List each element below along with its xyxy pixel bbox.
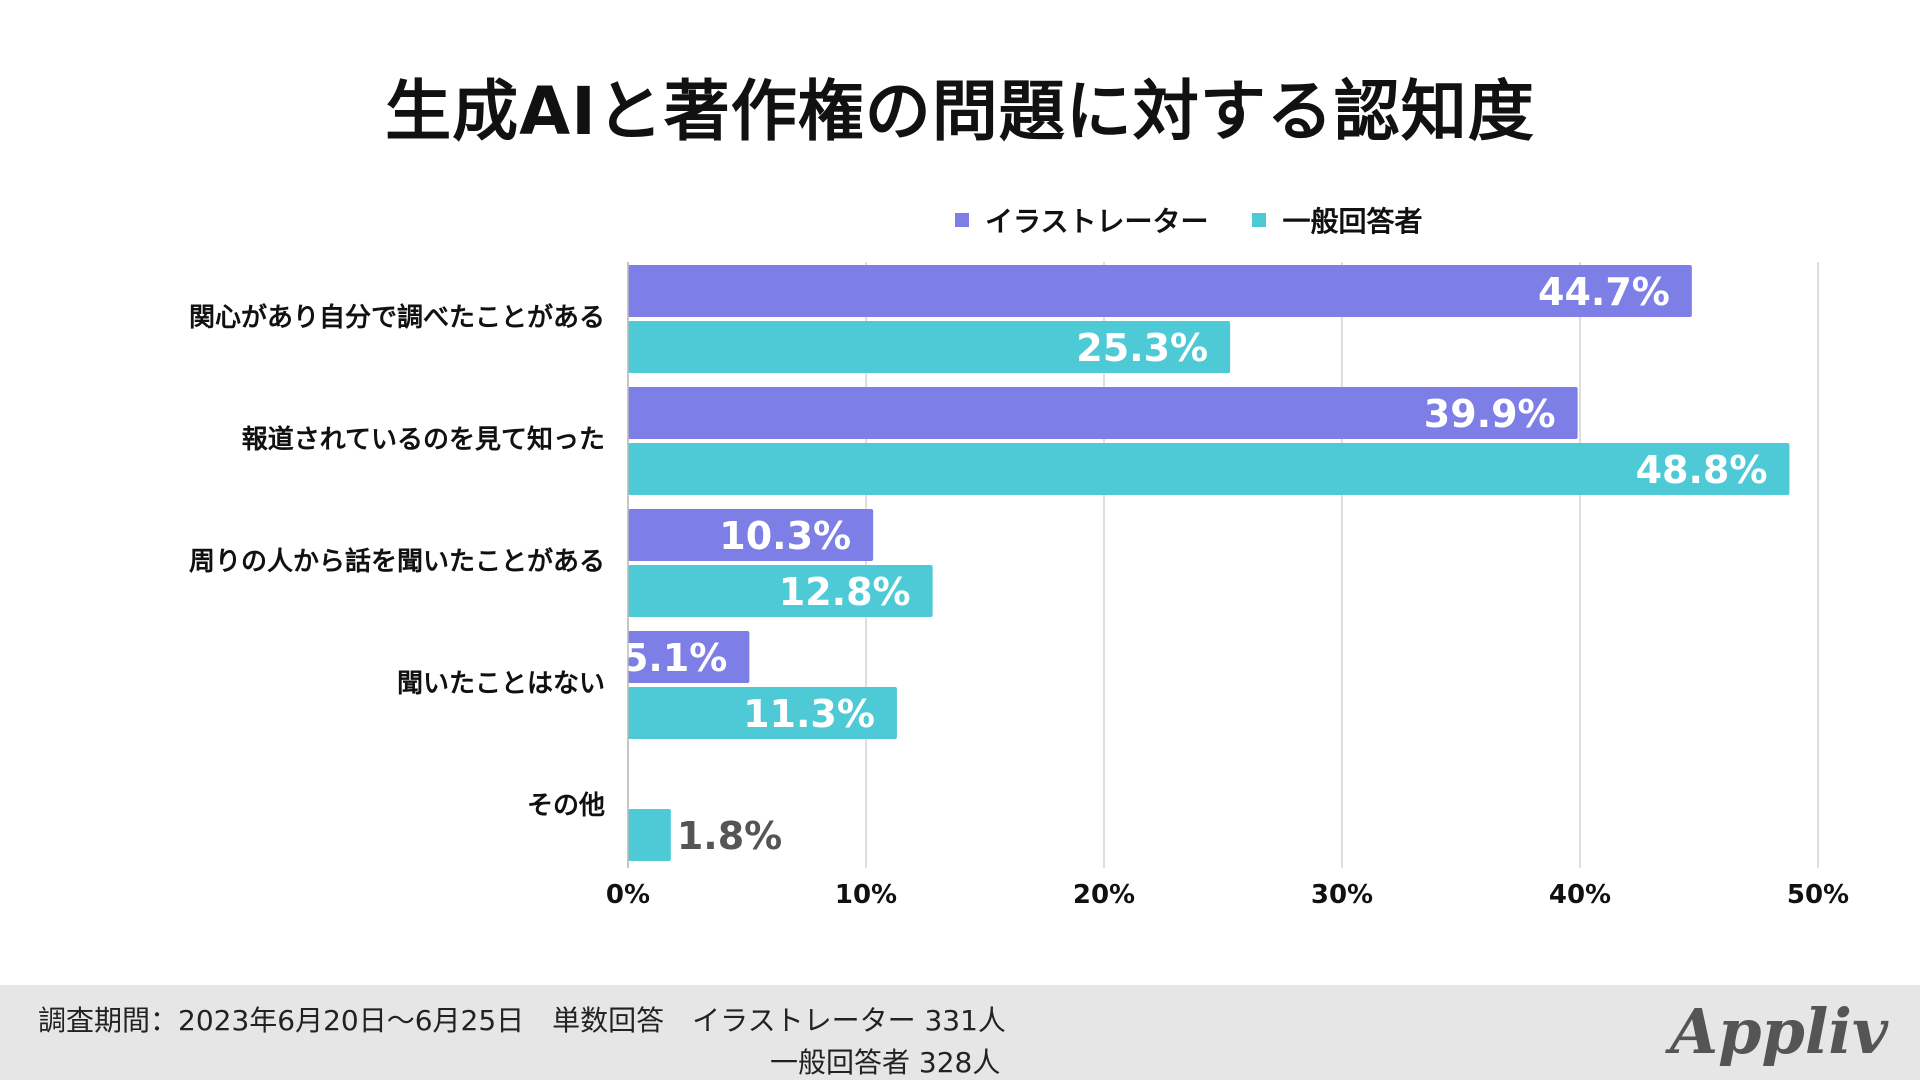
category-label: 関心があり自分で調べたことがある — [189, 302, 605, 333]
bar-illustrator — [628, 387, 1578, 439]
bar-general — [628, 687, 897, 739]
x-tick-label: 30% — [1311, 880, 1373, 910]
bar-illustrator — [628, 509, 874, 561]
bar-illustrator — [628, 265, 1692, 317]
legend-label-general: 一般回答者 — [1282, 205, 1423, 238]
bar-general — [628, 321, 1231, 373]
legend: イラストレーター 一般回答者 — [955, 200, 1466, 240]
chart-title: 生成AIと著作権の問題に対する認知度 — [385, 73, 1535, 150]
data-label: 44.7% — [1538, 270, 1670, 314]
legend-item-general: 一般回答者 — [1252, 200, 1422, 240]
x-tick-label: 0% — [606, 880, 650, 910]
survey-info-line2: 一般回答者 328人 — [770, 1046, 1001, 1079]
category-label: 報道されているのを見て知った — [242, 424, 605, 455]
data-label: 1.8% — [677, 814, 782, 858]
bar-general — [628, 809, 671, 861]
data-label: 12.8% — [779, 570, 911, 614]
bar-general — [628, 443, 1790, 495]
legend-swatch-general — [1252, 213, 1267, 227]
data-label: 25.3% — [1076, 326, 1208, 370]
footer: 調査期間：2023年6月20日〜6月25日 単数回答 イラストレーター 331人… — [0, 985, 1920, 1080]
legend-item-illustrator: イラストレーター — [955, 200, 1208, 240]
data-label: 10.3% — [719, 514, 851, 558]
category-label: その他 — [527, 791, 605, 821]
survey-info-line1: 調査期間：2023年6月20日〜6月25日 単数回答 イラストレーター 331人 — [38, 1004, 1006, 1037]
x-tick-label: 50% — [1787, 880, 1849, 910]
x-tick-label: 10% — [835, 880, 897, 910]
category-label: 聞いたことはない — [397, 669, 605, 699]
bar-illustrator — [628, 631, 750, 683]
appliv-logo: Appliv — [1670, 995, 1888, 1068]
data-label: 39.9% — [1424, 392, 1556, 436]
x-tick-label: 40% — [1549, 880, 1611, 910]
data-label: 11.3% — [743, 692, 875, 736]
legend-label-illustrator: イラストレーター — [985, 205, 1209, 238]
x-tick-label: 20% — [1073, 880, 1135, 910]
data-label: 48.8% — [1636, 448, 1768, 492]
data-label: 5.1% — [622, 636, 727, 680]
category-label: 周りの人から話を聞いたことがある — [189, 546, 605, 577]
bar-chart: 0% 10% 20% 30% 40% 50% 関心があり自分で調べたことがある報道されている… — [189, 262, 1849, 910]
bar-general — [628, 565, 933, 617]
legend-swatch-illustrator — [955, 213, 969, 227]
